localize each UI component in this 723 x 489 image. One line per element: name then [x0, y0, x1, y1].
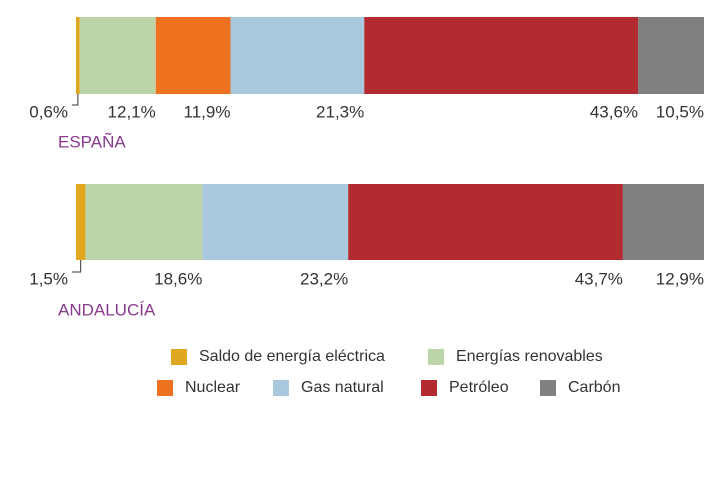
legend-swatch: [157, 380, 173, 396]
value-label: 10,5%: [656, 102, 704, 121]
bar-segment: [76, 184, 86, 260]
category-label: ESPAÑA: [58, 132, 126, 151]
bar-segment: [638, 17, 704, 94]
value-label: 0,6%: [29, 102, 68, 121]
value-label: 1,5%: [29, 269, 68, 288]
category-label: ANDALUCÍA: [58, 300, 156, 319]
legend-label: Energías renovables: [456, 348, 603, 365]
value-label: 21,3%: [316, 102, 364, 121]
value-label: 12,1%: [108, 102, 156, 121]
bar-segment: [348, 184, 623, 260]
value-label: 12,9%: [656, 269, 704, 288]
legend-swatch: [171, 349, 187, 365]
bar-segment: [230, 17, 365, 94]
legend-swatch: [421, 380, 437, 396]
bar-segment: [364, 17, 639, 94]
bar-segment: [76, 17, 80, 94]
value-label: 23,2%: [300, 269, 348, 288]
leader-line: [72, 260, 82, 273]
value-label: 18,6%: [154, 269, 202, 288]
legend-label: Petróleo: [449, 379, 509, 396]
legend-label: Gas natural: [301, 379, 384, 396]
legend-swatch: [273, 380, 289, 396]
bar-segment: [85, 184, 203, 260]
legend-label: Saldo de energía eléctrica: [199, 348, 385, 365]
value-label: 43,6%: [590, 102, 638, 121]
legend-label: Carbón: [568, 379, 620, 396]
value-label: 43,7%: [575, 269, 623, 288]
legend-swatch: [428, 349, 444, 365]
bar-segment: [155, 17, 231, 94]
bar-segment: [622, 184, 704, 260]
leader-line: [72, 94, 79, 106]
bar-segment: [79, 17, 156, 94]
value-label: 11,9%: [184, 102, 231, 121]
legend-label: Nuclear: [185, 379, 241, 396]
legend-swatch: [540, 380, 556, 396]
bar-segment: [202, 184, 349, 260]
